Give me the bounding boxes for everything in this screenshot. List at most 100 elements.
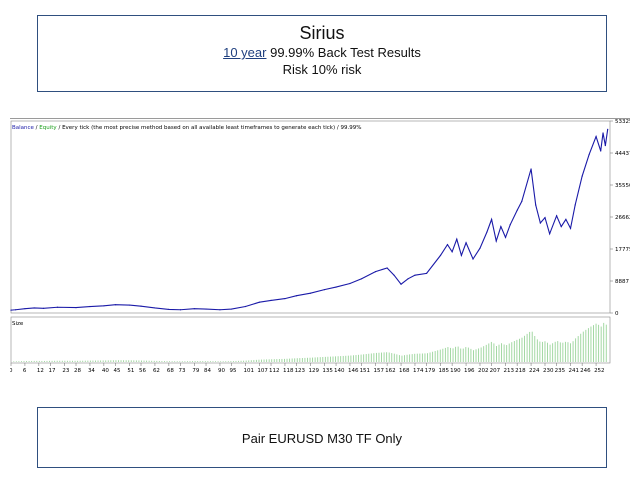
- size-bar: [128, 360, 130, 362]
- size-bar: [248, 360, 250, 362]
- size-bar: [278, 359, 280, 362]
- y-tick-label: 0: [615, 311, 619, 317]
- size-bar: [567, 342, 569, 362]
- size-bar: [485, 344, 487, 362]
- size-bar: [74, 360, 76, 362]
- y-axis-ticks: 0 8887 17775 26662 35550 44437 53325: [610, 119, 633, 317]
- x-tick-label: 112: [269, 368, 280, 374]
- size-bar: [197, 361, 199, 362]
- x-tick-label: 252: [594, 368, 605, 374]
- size-bar: [110, 360, 112, 362]
- size-bar: [294, 358, 296, 362]
- size-bar: [470, 348, 472, 362]
- size-bar: [587, 328, 589, 362]
- size-bar: [524, 335, 525, 362]
- size-bars: [13, 322, 607, 362]
- x-tick-label: 73: [178, 368, 185, 374]
- balance-point: [439, 254, 442, 256]
- size-bar: [526, 333, 528, 362]
- size-bar: [365, 354, 367, 362]
- size-bar: [15, 361, 17, 362]
- x-tick-label: 168: [399, 368, 410, 374]
- size-bar: [314, 357, 316, 362]
- size-bar: [406, 354, 408, 362]
- balance-point: [425, 272, 428, 274]
- size-bar: [204, 361, 206, 362]
- balance-point: [393, 274, 395, 276]
- size-bar: [143, 360, 145, 362]
- x-tick-label: 28: [74, 368, 81, 374]
- size-bar: [146, 360, 148, 362]
- size-bar: [580, 333, 582, 362]
- size-bar: [192, 361, 193, 362]
- size-bar: [378, 352, 380, 362]
- size-bar: [77, 360, 79, 362]
- balance-point: [602, 132, 604, 134]
- balance-point: [103, 305, 105, 307]
- size-bar: [51, 360, 53, 362]
- size-bar: [115, 360, 117, 362]
- size-bar: [355, 355, 357, 362]
- size-bar: [250, 360, 252, 362]
- size-bar: [549, 344, 551, 362]
- size-bar: [286, 358, 288, 362]
- balance-point: [270, 299, 272, 301]
- size-bar: [603, 322, 605, 362]
- balance-point: [335, 286, 337, 288]
- size-bar: [225, 361, 227, 362]
- y-tick-label: 8887: [615, 279, 629, 285]
- size-bar: [120, 360, 122, 362]
- size-bar: [135, 360, 137, 362]
- size-bar: [61, 360, 63, 362]
- size-bar: [171, 361, 173, 362]
- size-bar: [496, 346, 497, 362]
- size-panel-label: Size: [12, 321, 24, 327]
- size-bar: [240, 360, 242, 362]
- balance-point: [258, 301, 261, 303]
- size-bar: [56, 360, 58, 362]
- size-bar: [483, 346, 485, 362]
- size-bar: [544, 341, 546, 362]
- balance-point: [600, 150, 602, 152]
- size-bar: [304, 357, 306, 362]
- size-bar: [539, 341, 541, 362]
- size-bar: [437, 350, 439, 362]
- size-bar: [396, 354, 398, 362]
- size-bar: [202, 361, 204, 362]
- x-tick-label: 207: [490, 368, 501, 374]
- size-bar: [130, 360, 132, 362]
- size-bar: [513, 341, 515, 362]
- size-bar: [28, 360, 30, 362]
- size-bar: [427, 353, 428, 362]
- ten-year-link[interactable]: 10 year: [223, 45, 267, 60]
- size-bar: [585, 329, 587, 362]
- size-bar: [235, 360, 237, 362]
- balance-point: [349, 282, 351, 285]
- size-bar: [54, 360, 56, 362]
- size-bar: [350, 355, 352, 362]
- size-bar: [324, 356, 326, 362]
- size-bar: [230, 361, 232, 362]
- size-bar: [69, 360, 71, 362]
- x-tick-label: 12: [37, 368, 44, 374]
- size-bar: [319, 357, 321, 362]
- size-bar: [186, 361, 188, 362]
- size-bar: [100, 360, 102, 362]
- report-title: Sirius: [299, 23, 345, 43]
- size-bar: [534, 336, 536, 362]
- size-bar: [447, 347, 449, 362]
- balance-point: [323, 288, 326, 291]
- size-bar: [23, 361, 25, 362]
- balance-point: [607, 128, 609, 130]
- size-bar: [166, 361, 168, 362]
- size-bar: [480, 347, 482, 362]
- size-bar: [95, 360, 96, 362]
- balance-point: [309, 292, 312, 294]
- size-bar: [493, 343, 495, 362]
- legend-balance: Balance: [12, 125, 35, 131]
- report-subtitle: 10 year 99.99% Back Test Results: [38, 44, 606, 61]
- balance-point: [500, 225, 502, 228]
- risk-line: Risk 10% risk: [282, 62, 362, 77]
- x-tick-label: 23: [62, 368, 69, 374]
- size-bar: [452, 348, 454, 362]
